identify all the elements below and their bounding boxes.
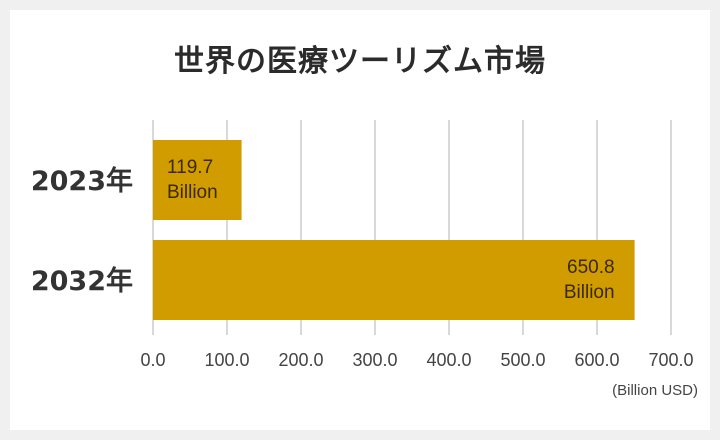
bars: 119.7 Billion 650.8 Billion [153,140,635,320]
x-tick-label: 300.0 [352,350,397,370]
x-tick-label: 600.0 [574,350,619,370]
x-tick-labels: 0.0 100.0 200.0 300.0 400.0 500.0 600.0 700.0 [140,350,693,370]
x-tick-label: 700.0 [648,350,693,370]
unit-label: (Billion USD) [612,382,698,399]
category-labels: 2023年 2032年 [31,165,133,297]
bar-value-label-line: Billion [564,282,615,303]
chart-card [10,10,710,430]
bar [153,240,635,320]
bar-value-label: 119.7 Billion [167,157,218,203]
x-tick-label: 100.0 [204,350,249,370]
bar-value-label-line: Billion [167,182,218,203]
category-label: 2023年 [31,165,133,197]
bar-value-label-line: 650.8 [567,257,615,278]
bar-value-label: 650.8 Billion [564,257,615,303]
x-tick-label: 400.0 [426,350,471,370]
bar [153,140,242,220]
category-label: 2032年 [31,265,133,297]
x-tick-label: 200.0 [278,350,323,370]
bar-value-label-line: 119.7 [167,157,213,178]
chart-title: 世界の医療ツーリズム市場 [174,44,546,79]
x-tick-label: 500.0 [500,350,545,370]
x-tick-label: 0.0 [140,350,165,370]
